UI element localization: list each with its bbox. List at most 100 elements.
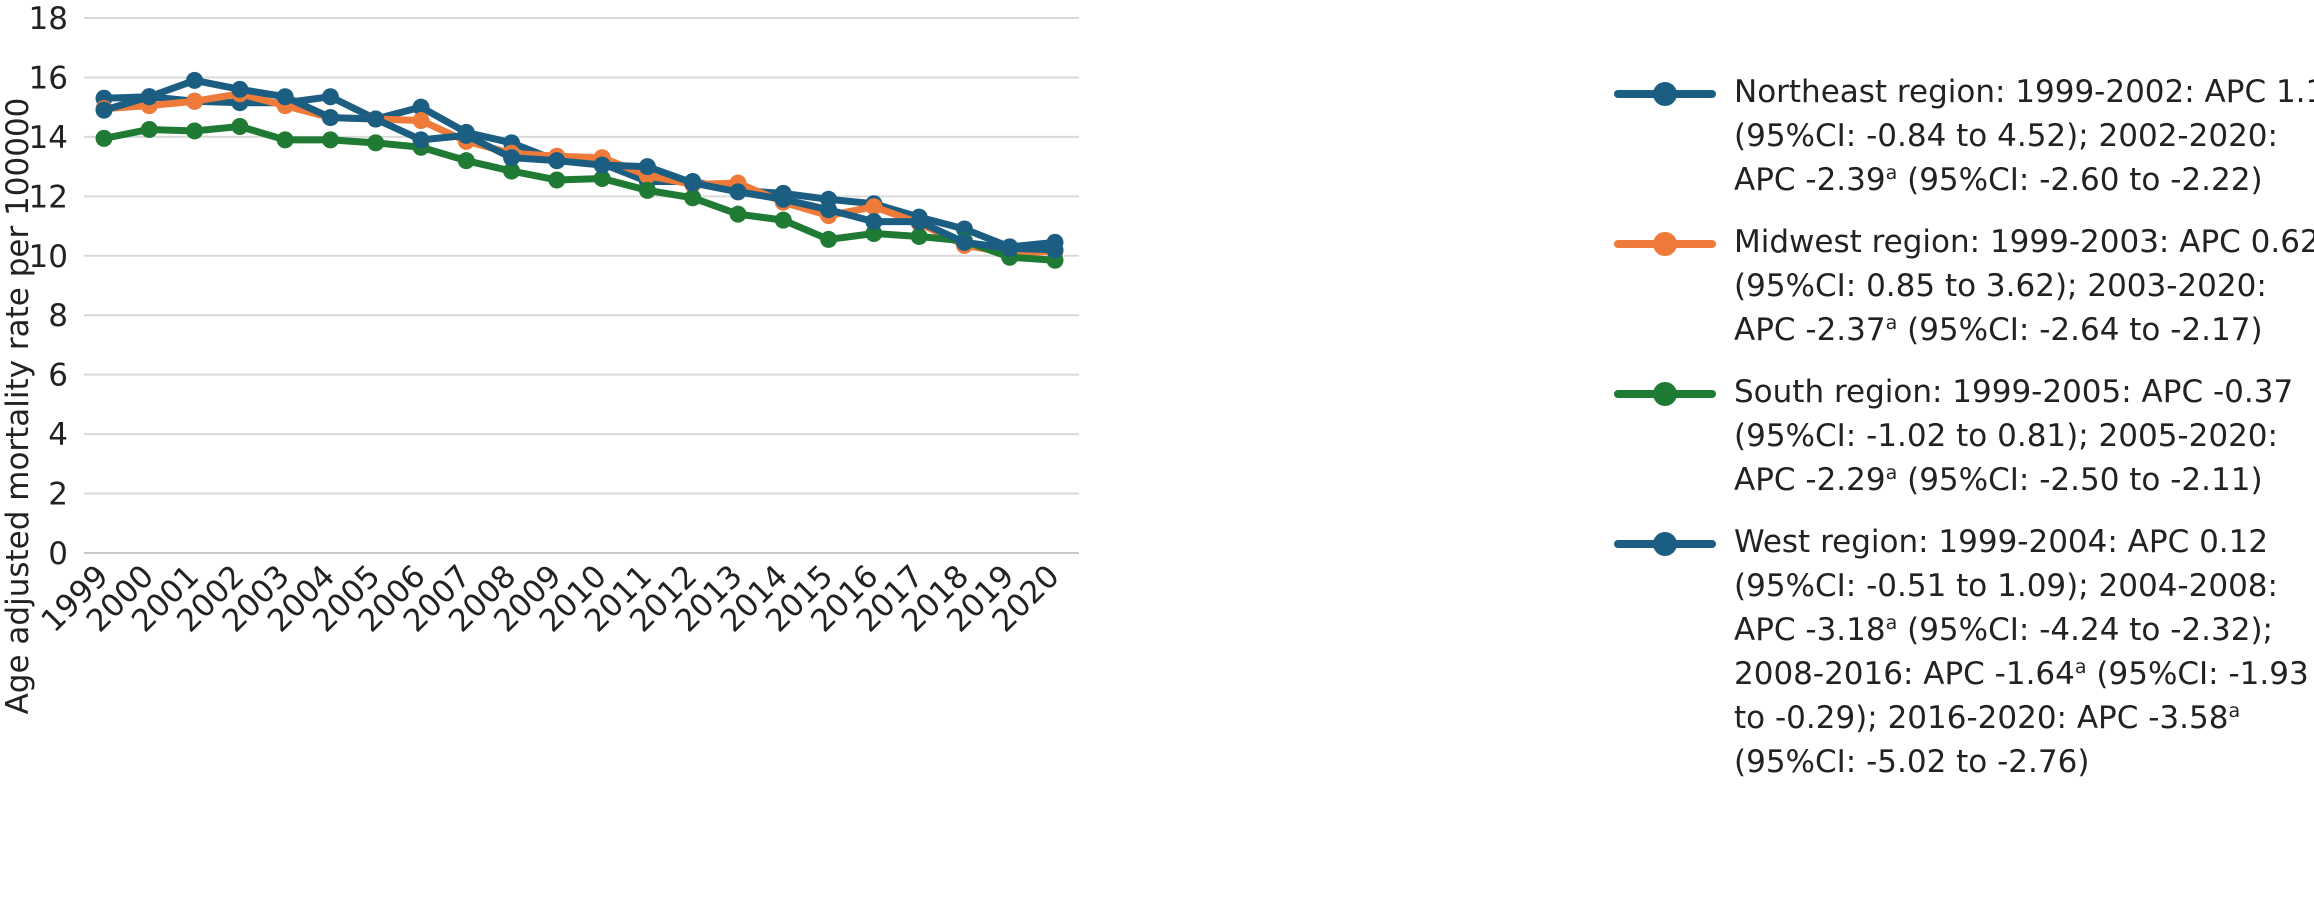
data-point — [1046, 241, 1064, 259]
legend-label-line: (95%CI: -1.02 to 0.81); 2005-2020: — [1734, 414, 2310, 458]
data-point — [593, 170, 611, 187]
series-group — [95, 71, 1064, 269]
legend-superscript: a — [1885, 462, 1898, 484]
legend-item: Northeast region: 1999-2002: APC 1.15 (95… — [1610, 70, 2314, 202]
y-tick-label: 4 — [48, 417, 68, 453]
data-point — [457, 152, 475, 170]
legend-marker — [1614, 82, 1716, 106]
legend-superscript: a — [1885, 612, 1898, 634]
legend-label-line: (95%CI: -0.51 to 1.09); 2004-2008: — [1734, 564, 2310, 608]
legend-superscript: a — [1885, 162, 1898, 184]
legend-text-fragment: APC -2.29 — [1734, 462, 1886, 498]
data-point — [412, 131, 430, 149]
data-point — [820, 201, 838, 219]
legend-marker — [1614, 382, 1716, 406]
data-point — [321, 109, 339, 127]
data-point — [503, 149, 521, 167]
legend-point-sample — [1653, 382, 1677, 406]
y-tick-label: 16 — [29, 60, 68, 96]
data-point — [95, 101, 113, 119]
data-point — [140, 88, 158, 106]
legend-text-fragment: 2008-2016: APC -1.64 — [1734, 656, 2075, 692]
legend-text-fragment: APC -2.39 — [1734, 162, 1886, 198]
data-point — [367, 110, 385, 128]
legend-text-fragment: (95%CI: -0.84 to 4.52); 2002-2020: — [1734, 118, 2278, 154]
legend-text-fragment: (95%CI: -2.50 to -2.11) — [1897, 462, 2263, 498]
legend-label-line: APC -3.18a (95%CI: -4.24 to -2.32); — [1734, 608, 2310, 652]
y-tick-label: 6 — [48, 358, 68, 394]
legend: Northeast region: 1999-2002: APC 1.15 (95… — [1610, 70, 2314, 802]
legend-label: Midwest region: 1999-2003: APC 0.62 (95%C… — [1734, 220, 2314, 352]
data-point — [321, 88, 339, 106]
legend-text-fragment: South region: 1999-2005: APC -0.37 — [1734, 374, 2294, 410]
legend-text-fragment: APC -3.18 — [1734, 612, 1886, 648]
data-point — [593, 156, 611, 174]
y-tick-label: 2 — [48, 477, 68, 513]
data-point — [186, 92, 204, 110]
gridlines — [84, 17, 1079, 554]
legend-label: Northeast region: 1999-2002: APC 1.15 (95… — [1734, 70, 2314, 202]
legend-label-line: (95%CI: -5.02 to -2.76) — [1734, 740, 2310, 784]
data-point — [457, 126, 475, 144]
data-point — [910, 227, 928, 245]
y-tick-label: 8 — [48, 298, 68, 334]
legend-marker — [1614, 232, 1716, 256]
legend-text-fragment: to -0.29); 2016-2020: APC -3.58 — [1734, 700, 2229, 736]
data-point — [684, 174, 702, 192]
legend-label-line: Midwest region: 1999-2003: APC 0.62 — [1734, 220, 2314, 264]
data-point — [321, 131, 339, 149]
legend-point-sample — [1653, 532, 1677, 556]
data-point — [820, 230, 838, 248]
legend-label-line: South region: 1999-2005: APC -0.37 — [1734, 370, 2310, 414]
legend-item: South region: 1999-2005: APC -0.37 (95%CI… — [1610, 370, 2310, 502]
data-point — [276, 131, 294, 149]
data-point — [865, 198, 883, 216]
series-3 — [95, 117, 1064, 269]
data-point — [231, 117, 249, 135]
data-point — [95, 129, 113, 147]
data-point — [367, 134, 385, 152]
data-point — [503, 162, 521, 180]
data-point — [955, 220, 973, 238]
legend-label-line: 2008-2016: APC -1.64a (95%CI: -1.93 — [1734, 652, 2310, 696]
legend-superscript: a — [2228, 700, 2241, 722]
legend-label-line: APC -2.29a (95%CI: -2.50 to -2.11) — [1734, 458, 2310, 502]
legend-text-fragment: (95%CI: -2.64 to -2.17) — [1897, 312, 2263, 348]
data-point — [231, 80, 249, 98]
legend-point-sample — [1653, 232, 1677, 256]
y-tick-label: 14 — [29, 120, 68, 156]
data-point — [638, 158, 656, 176]
data-point — [955, 233, 973, 251]
legend-label-line: APC -2.39a (95%CI: -2.60 to -2.22) — [1734, 158, 2310, 202]
y-axis-title: Age adjusted mortality rate per 100000 — [0, 98, 36, 715]
series-4 — [95, 71, 1064, 259]
y-tick-label: 18 — [29, 1, 68, 37]
legend-text-fragment: (95%CI: -5.02 to -2.76) — [1734, 744, 2090, 780]
legend-text-fragment: (95%CI: -1.93 — [2086, 656, 2309, 692]
legend-label-line: West region: 1999-2004: APC 0.12 — [1734, 520, 2310, 564]
data-point — [1001, 239, 1019, 257]
data-point — [186, 122, 204, 140]
legend-superscript: a — [2074, 656, 2087, 678]
legend-text-fragment: (95%CI: -2.60 to -2.22) — [1897, 162, 2263, 198]
legend-text-fragment: APC -2.37 — [1734, 312, 1886, 348]
legend-text-fragment: (95%CI: -1.02 to 0.81); 2005-2020: — [1734, 418, 2278, 454]
legend-label-line: to -0.29); 2016-2020: APC -3.58a — [1734, 696, 2310, 740]
legend-label: South region: 1999-2005: APC -0.37 (95%CI… — [1734, 370, 2310, 502]
legend-item: Midwest region: 1999-2003: APC 0.62 (95%C… — [1610, 220, 2314, 352]
legend-text-fragment: (95%CI: -0.51 to 1.09); 2004-2008: — [1734, 568, 2278, 604]
legend-label-line: Northeast region: 1999-2002: APC 1.15 — [1734, 70, 2314, 114]
data-point — [638, 181, 656, 199]
legend-text-fragment: Northeast region: 1999-2002: APC 1.15 — [1734, 74, 2314, 110]
data-point — [774, 190, 792, 208]
data-point — [412, 112, 430, 130]
legend-text-fragment: (95%CI: 0.85 to 3.62); 2003-2020: — [1734, 268, 2267, 304]
data-point — [186, 71, 204, 89]
data-point — [729, 183, 747, 201]
legend-marker — [1614, 532, 1716, 556]
y-tick-label: 10 — [29, 239, 68, 275]
series-line — [100, 122, 1059, 264]
legend-text-fragment: (95%CI: -4.24 to -2.32); — [1897, 612, 2273, 648]
data-point — [774, 211, 792, 229]
legend-label-line: APC -2.37a (95%CI: -2.64 to -2.17) — [1734, 308, 2310, 352]
